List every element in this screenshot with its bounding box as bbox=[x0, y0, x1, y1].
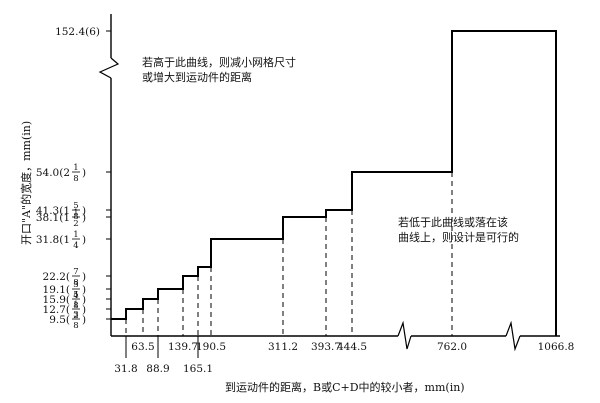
y-tick: 15.9(58) bbox=[43, 290, 111, 311]
x-tick-label: 165.1 bbox=[183, 363, 213, 375]
y-tick-mm: 152.4(6) bbox=[55, 26, 100, 38]
x-tick-label: 311.2 bbox=[268, 341, 298, 353]
y-tick-close: ) bbox=[82, 167, 86, 179]
x-tick: 190.5 bbox=[196, 341, 226, 353]
y-axis-label: 开口"A"的宽度，mm(in) bbox=[19, 121, 33, 245]
y-tick-close: ) bbox=[82, 205, 86, 217]
y-tick: 19.1(34) bbox=[43, 280, 111, 301]
fraction-denominator: 2 bbox=[73, 219, 78, 229]
fraction-numerator: 5 bbox=[73, 290, 78, 300]
y-tick-close: ) bbox=[82, 304, 86, 316]
x-axis-break-2 bbox=[505, 320, 521, 352]
x-tick: 311.2 bbox=[268, 341, 298, 353]
fraction-denominator: 8 bbox=[73, 212, 78, 222]
fraction-numerator: 1 bbox=[73, 208, 78, 218]
y-tick: 152.4(6) bbox=[55, 26, 111, 38]
x-tick: 139.7 bbox=[168, 341, 198, 353]
x-axis-label: 到运动件的距离，B或C+D中的较小者，mm(in) bbox=[225, 380, 465, 394]
y-tick: 54.0(2 18) bbox=[36, 163, 111, 184]
y-tick: 12.7(12) bbox=[43, 300, 111, 321]
x-tick: 88.9 bbox=[146, 336, 170, 375]
y-tick: 22.2(78) bbox=[43, 267, 111, 288]
y-axis-break bbox=[98, 57, 120, 79]
x-tick-label: 762.0 bbox=[437, 341, 467, 353]
y-tick-close: ) bbox=[82, 271, 86, 283]
fraction-denominator: 4 bbox=[73, 291, 78, 301]
y-tick-mm: 31.8(1 bbox=[36, 234, 70, 246]
x-tick: 762.0 bbox=[437, 341, 467, 353]
y-tick-mm: 54.0(2 bbox=[36, 167, 70, 179]
x-tick: 31.8 bbox=[114, 336, 138, 375]
dashed-guides bbox=[125, 172, 453, 336]
annotation-below-line-1: 若低于此曲线或落在该 bbox=[398, 215, 508, 229]
fraction-denominator: 4 bbox=[73, 241, 78, 251]
y-tick: 31.8(1 14) bbox=[36, 230, 111, 251]
axes bbox=[98, 14, 560, 352]
fraction-numerator: 7 bbox=[73, 267, 78, 277]
x-tick-label: 139.7 bbox=[168, 341, 198, 353]
x-tick-label: 393.7 bbox=[311, 341, 341, 353]
x-tick: 1066.8 bbox=[538, 341, 575, 353]
y-tick-close: ) bbox=[82, 314, 86, 326]
x-tick-label: 88.9 bbox=[146, 363, 169, 375]
y-tick-mm: 15.9( bbox=[43, 294, 70, 306]
y-tick-close: ) bbox=[82, 234, 86, 246]
x-tick-label: 444.5 bbox=[337, 341, 367, 353]
x-tick: 63.5 bbox=[131, 341, 154, 353]
y-tick-close: ) bbox=[82, 284, 86, 296]
y-tick-close: ) bbox=[82, 294, 86, 306]
y-tick-mm: 38.1(1 bbox=[36, 212, 70, 224]
fraction-denominator: 8 bbox=[73, 174, 78, 184]
y-tick-mm: 41.3(1 bbox=[36, 205, 70, 217]
x-tick-label: 63.5 bbox=[131, 341, 154, 353]
x-tick: 444.5 bbox=[337, 341, 367, 353]
y-tick-close: ) bbox=[82, 212, 86, 224]
series-layer bbox=[111, 30, 557, 336]
y-tick-labels: 9.5(38)12.7(12)15.9(58)19.1(34)22.2(78)3… bbox=[36, 26, 111, 331]
y-tick: 9.5(38) bbox=[49, 310, 111, 331]
annotation-above-line-2: 或增大到运动件的距离 bbox=[142, 70, 252, 84]
y-tick-mm: 19.1( bbox=[43, 284, 70, 296]
x-tick: 393.7 bbox=[311, 341, 341, 353]
annotation-below-line-2: 曲线上，则设计是可行的 bbox=[398, 230, 519, 244]
fraction-numerator: 1 bbox=[73, 300, 78, 310]
x-tick-label: 190.5 bbox=[196, 341, 226, 353]
x-axis-break-1 bbox=[397, 320, 412, 350]
fraction-numerator: 1 bbox=[73, 163, 78, 173]
x-tick-label: 1066.8 bbox=[538, 341, 575, 353]
fraction-numerator: 1 bbox=[73, 230, 78, 240]
annotation-above-line-1: 若高于此曲线，则减小网格尺寸 bbox=[142, 55, 296, 69]
y-tick-mm: 22.2( bbox=[43, 271, 70, 283]
fraction-numerator: 3 bbox=[73, 280, 78, 290]
fraction-denominator: 8 bbox=[73, 321, 78, 331]
step-curve bbox=[111, 30, 557, 336]
y-tick-mm: 12.7( bbox=[43, 304, 70, 316]
fraction-denominator: 8 bbox=[73, 301, 78, 311]
x-tick: 165.1 bbox=[183, 336, 213, 375]
annotation-below: 若低于此曲线或落在该 曲线上，则设计是可行的 bbox=[398, 215, 519, 244]
x-tick-labels: 31.8 63.5 88.9 139.7 165.1 190.5 311.2 393.7444… bbox=[114, 336, 574, 375]
annotation-above: 若高于此曲线，则减小网格尺寸 或增大到运动件的距离 bbox=[142, 55, 300, 84]
fraction-denominator: 8 bbox=[73, 278, 78, 288]
y-tick: 41.3(1 58) bbox=[36, 201, 111, 222]
fraction-denominator: 2 bbox=[73, 311, 78, 321]
y-tick-mm: 9.5( bbox=[49, 314, 70, 326]
y-tick: 38.1(1 12) bbox=[36, 208, 111, 229]
x-tick-label: 31.8 bbox=[114, 363, 137, 375]
fraction-numerator: 3 bbox=[73, 310, 78, 320]
fraction-numerator: 5 bbox=[73, 201, 78, 211]
